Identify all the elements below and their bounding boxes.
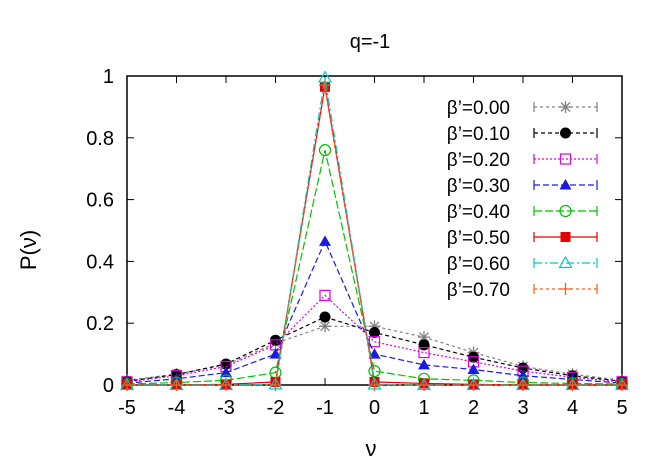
data-point — [368, 364, 381, 378]
data-point — [368, 320, 381, 333]
legend-swatch-marker — [559, 153, 572, 165]
series-7 — [121, 79, 628, 391]
data-point — [418, 379, 430, 391]
legend-label: β’=0.10 — [447, 124, 510, 145]
y-tick-label: 1 — [103, 66, 114, 88]
legend: β’=0.00 β’=0.10 β’=0.20 β’=0.30 β’=0.40 β’=0.… — [447, 98, 598, 301]
y-tick-label: 0.8 — [86, 128, 114, 150]
x-tick-label: 3 — [517, 397, 528, 419]
axis-ticks: -5 -4 -3 -2 -1 0 1 2 3 4 5 0 0.2 0.4 0.6 0.8 1 — [86, 66, 627, 419]
legend-label: β’=0.30 — [447, 176, 510, 197]
data-point — [319, 79, 331, 92]
legend-swatch-marker — [559, 283, 572, 295]
data-point — [319, 311, 331, 323]
x-tick-label: -3 — [217, 397, 235, 419]
series-layer — [119, 70, 630, 391]
data-point — [369, 326, 380, 338]
data-point — [220, 366, 232, 378]
series-line — [127, 86, 622, 386]
y-axis-label: P(ν) — [16, 230, 41, 270]
legend-swatch-marker — [560, 127, 571, 139]
series-3 — [121, 235, 628, 388]
x-tick-label: -1 — [316, 397, 334, 419]
series-line — [126, 325, 623, 381]
data-point — [566, 379, 579, 391]
legend-label: β’=0.00 — [447, 98, 510, 119]
legend-entry: β’=0.20 — [447, 150, 598, 171]
series-line — [126, 150, 623, 385]
legend-entry: β’=0.50 — [447, 228, 598, 249]
x-tick-label: 4 — [567, 397, 578, 419]
legend-entry: β’=0.00 — [447, 98, 598, 119]
data-point — [467, 379, 480, 391]
legend-label: β’=0.20 — [447, 150, 510, 171]
data-point — [269, 348, 282, 359]
data-point — [517, 379, 529, 391]
y-tick-label: 0.6 — [86, 190, 114, 212]
legend-entry: β’=0.40 — [447, 202, 598, 223]
data-point — [269, 379, 282, 391]
legend-entry: β’=0.70 — [447, 280, 598, 301]
series-line — [127, 85, 622, 386]
data-point — [170, 379, 183, 391]
legend-swatch-marker — [559, 204, 572, 218]
data-point — [418, 358, 430, 370]
data-point — [418, 346, 430, 359]
series-line — [126, 294, 623, 383]
series-line — [127, 77, 622, 386]
y-tick-label: 0 — [103, 375, 114, 397]
data-point — [319, 235, 331, 246]
legend-swatch-marker — [560, 232, 571, 242]
x-tick-label: 5 — [616, 397, 627, 419]
x-tick-label: -4 — [168, 397, 186, 419]
data-point — [319, 320, 331, 333]
data-point — [616, 379, 628, 391]
chart-title: q=-1 — [350, 31, 391, 53]
x-tick-label: -5 — [118, 397, 136, 419]
legend-label: β’=0.60 — [447, 254, 510, 275]
y-tick-label: 0.2 — [86, 313, 114, 335]
legend-swatch-marker — [559, 179, 572, 190]
data-point — [418, 331, 430, 344]
data-point — [121, 379, 133, 391]
data-point — [418, 339, 430, 351]
legend-entry: β’=0.10 — [447, 124, 598, 145]
data-point — [467, 363, 480, 375]
x-tick-label: 1 — [418, 397, 429, 419]
x-tick-label: 0 — [369, 397, 380, 419]
legend-label: β’=0.50 — [447, 228, 510, 249]
series-5 — [122, 81, 627, 390]
legend-entry: β’=0.60 — [447, 254, 598, 275]
series-line — [126, 239, 623, 384]
data-point — [319, 289, 331, 301]
plot-frame — [126, 75, 623, 386]
data-point — [368, 379, 381, 391]
x-tick-label: 2 — [468, 397, 479, 419]
legend-entry: β’=0.30 — [447, 176, 598, 197]
legend-swatch-marker — [558, 255, 573, 269]
legend-label: β’=0.40 — [447, 202, 510, 223]
legend-label: β’=0.70 — [447, 280, 510, 301]
y-tick-label: 0.4 — [86, 251, 114, 273]
x-tick-label: -2 — [267, 397, 285, 419]
data-point — [368, 336, 381, 348]
data-point — [220, 379, 232, 391]
legend-swatch-marker — [559, 101, 572, 113]
x-axis-label: ν — [366, 436, 377, 461]
data-point — [318, 144, 332, 157]
